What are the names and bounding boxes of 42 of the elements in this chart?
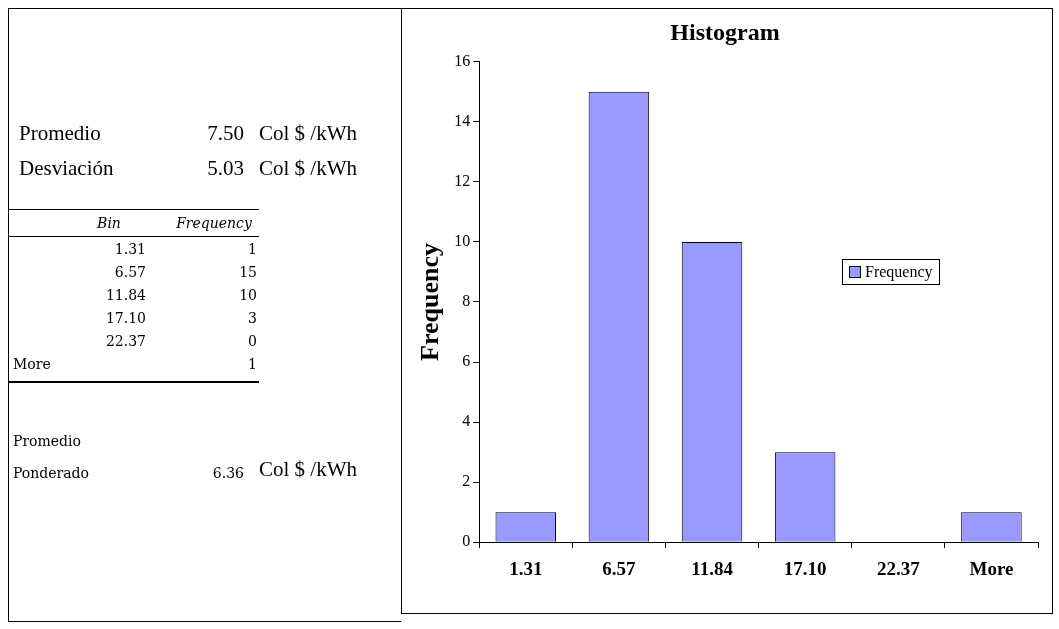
text: 1.31 [114,241,146,257]
x-tick-label: 11.84 [691,557,734,579]
y-tick-label: 14 [454,112,471,130]
text: 1 [248,241,257,257]
text: Ponderado [13,465,89,481]
x-tick-label: 6.57 [602,557,637,579]
text: 5.03 [207,156,244,181]
text: 17.10 [105,310,146,326]
text: 3 [248,310,257,326]
text: Col $ /kWh [259,457,357,482]
legend-label: Frequency [842,259,940,285]
text: 1 [248,356,257,372]
text: 11.84 [105,287,146,303]
text: Desviación [19,156,114,181]
text: 7.50 [207,121,244,146]
text: More [13,356,51,372]
y-axis-title: Frequency [415,243,445,361]
x-tick-label: 22.37 [876,557,921,579]
text: Bin [97,215,121,231]
y-tick-label: 10 [454,232,471,250]
y-tick-label: 4 [462,412,471,430]
y-tick-label: 0 [462,532,471,550]
text: Col $ /kWh [259,121,357,146]
y-tick-label: 16 [454,52,471,69]
y-tick-label: 2 [462,472,471,490]
y-tick-label: 8 [462,292,471,310]
text: 6.36 [212,465,244,481]
text: 10 [239,287,257,303]
text: Col $ /kWh [259,156,357,181]
text: Frequency [176,215,252,231]
text: 15 [239,264,257,280]
y-tick-label: 6 [462,352,471,370]
chart-title: Histogram [670,18,780,45]
text: Promedio [13,433,81,449]
y-tick-label: 12 [454,172,471,190]
x-tick-label: 17.10 [783,557,827,579]
x-tick-label: More [969,557,1014,579]
text: Promedio [19,121,101,146]
text: 6.57 [114,264,146,280]
text: 0 [248,333,257,349]
text: 22.37 [105,333,146,349]
x-tick-label: 1.31 [509,557,543,579]
